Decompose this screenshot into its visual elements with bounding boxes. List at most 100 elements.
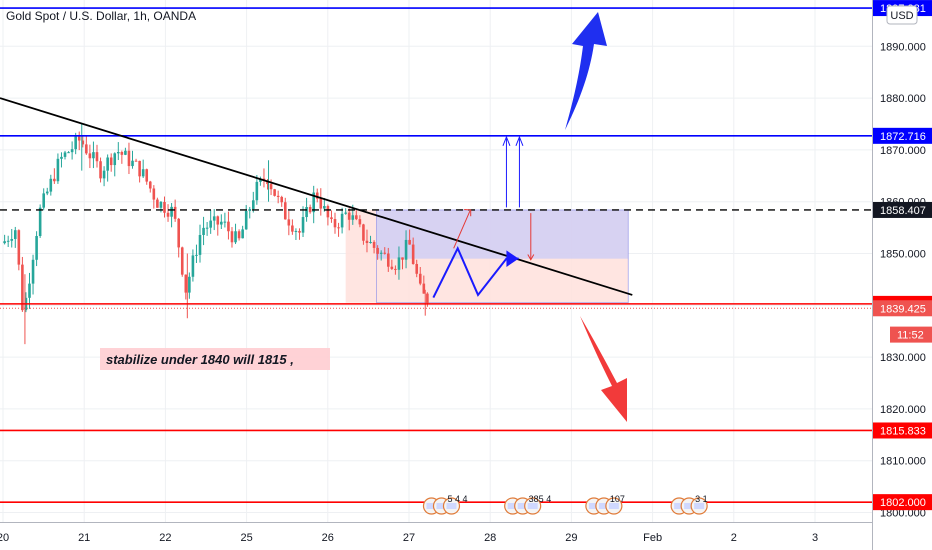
price-tick-label: 1850.000 bbox=[880, 249, 926, 261]
candle bbox=[376, 245, 379, 260]
event-flag-stripe bbox=[446, 503, 457, 509]
candle bbox=[369, 235, 372, 244]
candle-body bbox=[347, 212, 351, 220]
time-tick-label: 28 bbox=[484, 532, 496, 544]
candle bbox=[205, 222, 209, 236]
event-flag-stripe bbox=[426, 503, 437, 509]
event-marker[interactable]: 385 4 bbox=[504, 494, 552, 515]
time-tick-label: 25 bbox=[240, 532, 252, 544]
candle-body bbox=[315, 192, 319, 199]
trendline[interactable] bbox=[0, 97, 633, 296]
candle bbox=[244, 205, 248, 230]
candle-body bbox=[404, 239, 408, 260]
event-marker[interactable]: 5 4 4 bbox=[422, 494, 468, 515]
price-level-tag[interactable] bbox=[873, 127, 932, 144]
candle bbox=[298, 228, 301, 240]
candle bbox=[326, 204, 330, 226]
candle bbox=[209, 210, 212, 234]
bullish-arrow[interactable] bbox=[565, 12, 607, 130]
chart-title: Gold Spot / U.S. Dollar, 1h, OANDA bbox=[6, 9, 196, 23]
candle-body bbox=[95, 152, 99, 162]
candle-body bbox=[330, 217, 333, 220]
candle-body bbox=[209, 220, 212, 228]
time-axis[interactable]: 20 21 22 25 26 27 28 29 Feb 2 3 bbox=[0, 532, 818, 544]
candle bbox=[31, 254, 35, 295]
candle-body bbox=[152, 188, 156, 200]
economic-events[interactable]: 5 4 4 385 4 107 3 1 bbox=[422, 494, 708, 515]
candle-body bbox=[418, 273, 422, 284]
candle-body bbox=[326, 206, 330, 218]
price-tick-label: 1830.000 bbox=[880, 352, 926, 364]
projected-path-arrowhead bbox=[506, 250, 519, 267]
price-level-tag[interactable] bbox=[873, 201, 932, 218]
candle-body bbox=[159, 201, 163, 208]
candle bbox=[166, 204, 170, 222]
event-flag-stripe bbox=[684, 503, 695, 509]
price-axis[interactable]: 1800.0001810.0001820.0001830.0001840.000… bbox=[873, 0, 932, 520]
candle bbox=[21, 256, 24, 312]
candle bbox=[418, 266, 422, 286]
price-level-tag[interactable] bbox=[873, 494, 932, 511]
candle-body bbox=[205, 227, 209, 229]
candle-body bbox=[283, 202, 287, 220]
candle-body bbox=[127, 150, 131, 167]
event-marker[interactable]: 3 1 bbox=[670, 494, 708, 515]
candle-body bbox=[376, 247, 379, 254]
candle bbox=[280, 195, 284, 207]
candle bbox=[152, 185, 156, 209]
candle-body bbox=[276, 195, 280, 197]
candle bbox=[347, 208, 351, 231]
event-flag-stripe bbox=[436, 503, 447, 509]
candle-body bbox=[379, 252, 383, 254]
candle-body bbox=[212, 216, 216, 221]
candle bbox=[230, 227, 234, 248]
candle bbox=[315, 188, 319, 203]
candle-body bbox=[383, 252, 387, 254]
note-annotation[interactable]: stabilize under 1840 will 1815 , bbox=[100, 348, 330, 370]
candle bbox=[195, 244, 198, 263]
drawings-layer[interactable] bbox=[0, 12, 633, 422]
event-marker[interactable]: 107 bbox=[585, 494, 625, 515]
candle-body bbox=[287, 219, 291, 226]
currency-badge[interactable]: USD bbox=[886, 5, 918, 25]
horizontal-levels[interactable] bbox=[0, 7, 872, 503]
currency-label: USD bbox=[890, 10, 913, 22]
candle-body bbox=[88, 153, 92, 159]
candle bbox=[45, 187, 49, 196]
candle-body bbox=[248, 209, 252, 211]
candle-body bbox=[426, 293, 429, 304]
candle-body bbox=[124, 150, 127, 155]
candle-body bbox=[255, 181, 259, 201]
candle bbox=[379, 250, 383, 261]
candle bbox=[134, 158, 138, 162]
candle-body bbox=[266, 180, 269, 185]
candle bbox=[88, 144, 92, 169]
time-tick-label: 20 bbox=[0, 532, 9, 544]
red-up-arrow[interactable] bbox=[453, 210, 471, 249]
candle bbox=[259, 176, 262, 186]
last-price-tag[interactable] bbox=[873, 300, 932, 317]
countdown-label: 11:52 bbox=[897, 330, 924, 342]
candle-body bbox=[81, 140, 85, 145]
price-level-tag[interactable] bbox=[873, 422, 932, 439]
candle-body bbox=[344, 212, 347, 214]
candle-body bbox=[117, 152, 120, 154]
countdown-tag[interactable] bbox=[890, 326, 932, 343]
candle-body bbox=[106, 157, 109, 171]
candle-body bbox=[85, 144, 88, 154]
bearish-arrow[interactable] bbox=[580, 316, 627, 422]
candle-body bbox=[156, 199, 159, 208]
event-count-label: 3 1 bbox=[695, 494, 708, 504]
time-tick-label: 2 bbox=[731, 532, 737, 544]
candle bbox=[234, 223, 237, 245]
event-flag-stripe bbox=[588, 503, 599, 509]
candle-body bbox=[351, 215, 355, 220]
candle-body bbox=[92, 152, 95, 159]
time-tick-label: 22 bbox=[159, 532, 171, 544]
candle bbox=[358, 215, 362, 228]
candle-body bbox=[223, 221, 227, 223]
candle-body bbox=[173, 206, 177, 219]
candle bbox=[131, 150, 134, 169]
candle bbox=[53, 168, 56, 184]
